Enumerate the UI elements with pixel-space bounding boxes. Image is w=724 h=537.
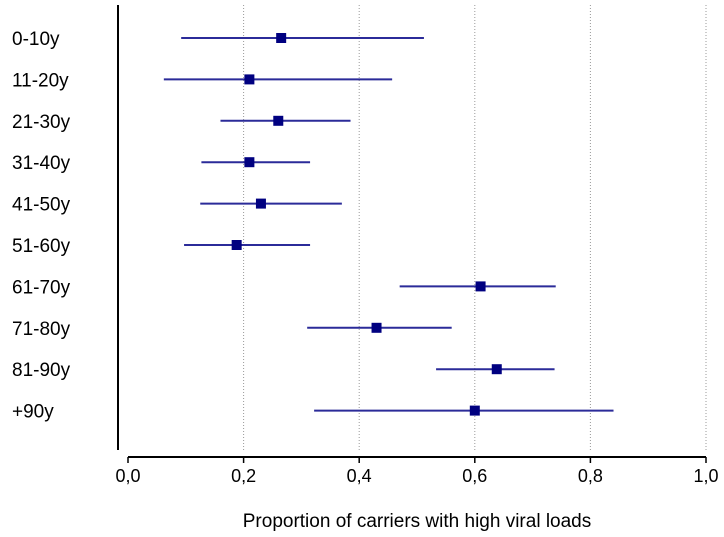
x-axis-ticks: 0,0 0,2 0,4 0,6 0,8 1,0 xyxy=(115,457,719,486)
y-category-label: +90y xyxy=(12,402,54,423)
y-axis-labels: 0-10y 11-20y 21-30y 31-40y 41-50y 51-60y 61-70… xyxy=(12,29,71,423)
x-tick-label: 1,0 xyxy=(693,466,718,486)
point-estimate xyxy=(231,240,242,250)
gridlines xyxy=(243,5,707,450)
point-estimate xyxy=(469,405,480,416)
y-category-label: 71-80y xyxy=(12,319,71,340)
y-category-label: 61-70y xyxy=(12,277,71,298)
y-category-label: 0-10y xyxy=(12,29,60,50)
x-tick-label: 0,0 xyxy=(115,466,140,486)
x-tick-label: 0,2 xyxy=(231,466,256,486)
y-category-label: 11-20y xyxy=(12,70,69,91)
y-category-label: 51-60y xyxy=(12,236,71,257)
x-tick-label: 0,4 xyxy=(347,466,372,486)
point-estimates xyxy=(231,33,502,416)
y-category-label: 41-50y xyxy=(12,195,71,216)
y-category-label: 81-90y xyxy=(12,360,71,381)
y-category-label: 21-30y xyxy=(12,112,71,133)
error-bars xyxy=(163,37,614,412)
point-estimate xyxy=(244,157,255,168)
point-estimate xyxy=(475,281,486,292)
point-estimate xyxy=(244,74,255,85)
point-estimate xyxy=(491,364,502,375)
x-axis-title: Proportion of carriers with high viral l… xyxy=(243,511,592,532)
x-tick-label: 0,6 xyxy=(462,466,487,486)
point-estimate xyxy=(371,322,382,333)
x-tick-label: 0,8 xyxy=(578,466,603,486)
point-estimate xyxy=(255,198,266,209)
axes xyxy=(117,5,706,458)
point-estimate xyxy=(273,115,284,126)
point-estimate xyxy=(276,33,287,43)
y-category-label: 31-40y xyxy=(12,153,71,174)
